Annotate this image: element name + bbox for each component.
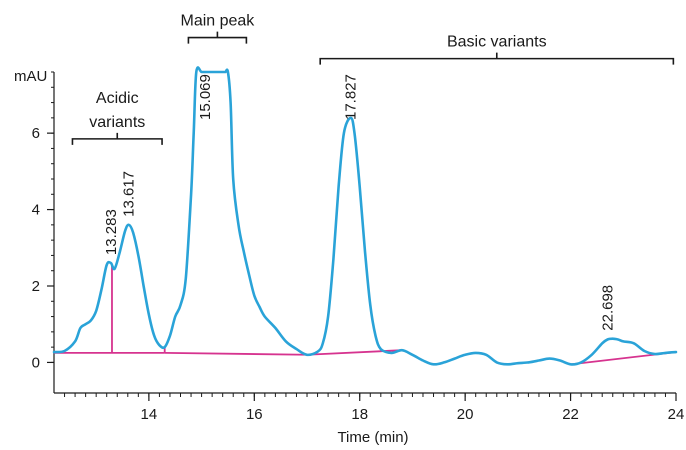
x-tick-label: 20: [457, 406, 474, 423]
baseline-segment: [164, 351, 308, 356]
y-axis-title: mAU: [14, 68, 47, 85]
signal-trace: [52, 66, 678, 366]
peak-label: 17.827: [343, 74, 360, 120]
region-bracket-label: variants: [89, 114, 145, 131]
y-tick-label: 6: [32, 125, 40, 142]
region-bracket: Acidic variants: [71, 90, 163, 145]
y-tick-label: 2: [32, 278, 40, 295]
peak-label: 22.698: [599, 285, 616, 331]
x-tick-label: 18: [351, 406, 368, 423]
y-tick-label: 4: [32, 202, 40, 219]
x-tick-label: 24: [668, 406, 685, 423]
y-tick-label: 0: [32, 354, 40, 371]
region-bracket: Basic variants: [319, 34, 675, 65]
region-bracket-line: [71, 132, 163, 145]
region-bracket: Main peak: [180, 13, 255, 44]
region-brackets-layer: Acidic variants Main peak Basic variants: [71, 13, 675, 145]
region-bracket-label: Basic variants: [447, 34, 547, 51]
peak-label: 15.069: [197, 74, 214, 120]
region-bracket-line: [187, 31, 248, 44]
signal-layer: [52, 66, 678, 366]
baseline-layer: [54, 263, 677, 366]
peak-label: 13.617: [121, 171, 138, 217]
x-tick-label: 16: [246, 406, 263, 423]
region-bracket-label: Main peak: [180, 13, 255, 30]
x-axis-title: Time (min): [337, 429, 408, 445]
x-tick-label: 22: [562, 406, 579, 423]
peak-label: 13.283: [103, 209, 120, 255]
x-tick-label: 14: [141, 406, 158, 423]
region-bracket-line: [319, 52, 675, 65]
region-bracket-label: Acidic: [96, 90, 139, 107]
